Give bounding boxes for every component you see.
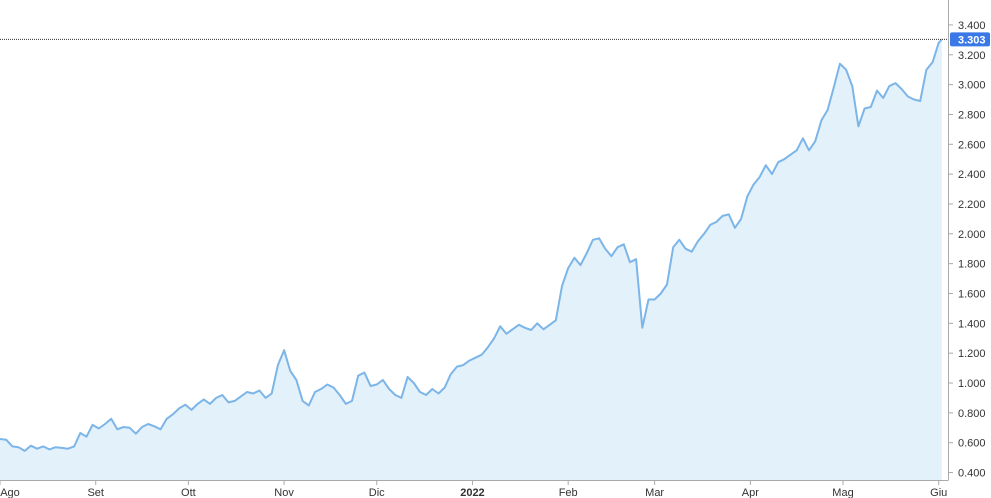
last-value-label: 3.303	[958, 34, 986, 46]
y-tick-label: 0.400	[958, 468, 986, 480]
y-tick-label: 2.200	[958, 199, 986, 211]
series-line	[0, 38, 943, 452]
y-tick-label: 1.800	[958, 259, 986, 271]
y-tick-label: 0.800	[958, 408, 986, 420]
y-tick-label: 3.400	[958, 20, 986, 32]
y-tick-label: 1.000	[958, 378, 986, 390]
y-tick-label: 1.400	[958, 318, 986, 330]
last-value-badge-bg	[950, 32, 990, 47]
x-tick-label: Set	[87, 487, 104, 498]
y-tick-label: 0.600	[958, 438, 986, 450]
y-axis: 3.400 3.200 3.000 2.800 2.600 2.400 2.200 2.000…	[948, 20, 986, 480]
x-tick-label: Ott	[181, 487, 196, 498]
area-fill	[0, 39, 942, 481]
last-value-badge: 3.303	[950, 32, 990, 47]
y-tick-label: 3.200	[958, 50, 986, 62]
y-tick-label: 2.800	[958, 109, 986, 121]
y-tick-label: 2.000	[958, 229, 986, 241]
y-tick-label: 3.000	[958, 80, 986, 92]
y-tick-label: 2.400	[958, 169, 986, 181]
x-tick-label: Giu	[930, 487, 947, 498]
x-tick-label: Mag	[832, 487, 853, 498]
y-tick-label: 1.200	[958, 348, 986, 360]
y-tick-label: 2.600	[958, 139, 986, 151]
x-tick-label: Feb	[559, 487, 578, 498]
x-tick-label: Apr	[742, 487, 759, 498]
y-tick-label: 1.600	[958, 288, 986, 300]
x-tick-label: Nov	[274, 487, 294, 498]
x-tick-label: Dic	[369, 487, 385, 498]
x-tick-label: 2022	[460, 487, 484, 498]
plot-area	[0, 38, 948, 481]
x-tick-label: Ago	[0, 487, 20, 498]
x-tick-label: Mar	[645, 487, 664, 498]
x-axis: Ago Set Ott Nov Dic 2022 Feb Mar Apr Mag Giu	[0, 480, 947, 498]
